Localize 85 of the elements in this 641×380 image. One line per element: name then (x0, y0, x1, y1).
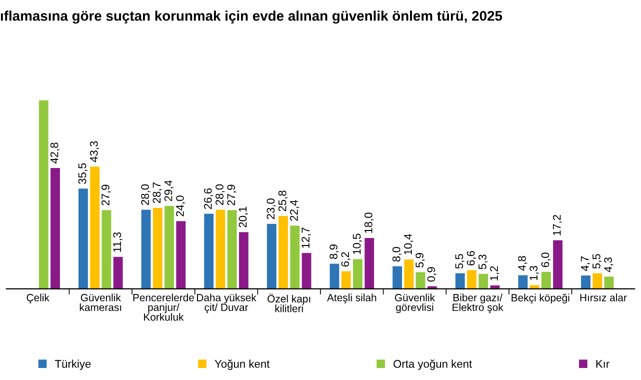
legend-label: Kır (596, 360, 610, 368)
bar (204, 214, 214, 289)
data-label: 27,9 (102, 184, 111, 206)
bar (581, 276, 590, 289)
bar (302, 252, 312, 289)
bar (102, 210, 112, 289)
data-label: 20,1 (238, 206, 248, 228)
bar (341, 271, 351, 289)
data-label: 11,3 (113, 232, 122, 252)
data-label: 28,0 (216, 184, 225, 206)
bar (238, 232, 248, 289)
data-label: 4,3 (604, 257, 614, 272)
bar (227, 210, 237, 289)
bar (553, 240, 563, 289)
data-label: 5,3 (478, 254, 488, 270)
bar (164, 206, 174, 289)
x-tick-label: Çelik (26, 294, 50, 304)
data-label: 43,3 (90, 141, 100, 162)
data-label: 35,5 (78, 163, 88, 184)
bar (216, 210, 226, 289)
bar (176, 221, 186, 289)
x-tick-label: Güvenlik görevlisi (394, 294, 436, 314)
data-label: 1,3 (530, 266, 539, 280)
data-label: 0,9 (427, 267, 436, 282)
bar (353, 259, 362, 289)
data-label: 4,8 (518, 256, 528, 271)
data-label: 6,2 (341, 252, 350, 267)
bar (455, 273, 465, 289)
legend-label: Orta yoğun kent (394, 360, 472, 370)
bar (364, 238, 374, 289)
x-tick-label: Pencerelerde panjur/ Korkuluk (133, 294, 194, 321)
data-label: 22,4 (290, 200, 300, 221)
data-label: 1,2 (490, 266, 500, 280)
bar (592, 273, 602, 289)
bar (290, 226, 300, 289)
legend-label: Yoğun kent (214, 360, 270, 370)
bar (467, 270, 476, 289)
data-label: 4,7 (580, 256, 590, 272)
data-label: 24,0 (176, 196, 186, 216)
data-label: 6,6 (466, 250, 476, 266)
bar (404, 259, 414, 289)
bar (392, 266, 402, 289)
bar (604, 276, 614, 289)
data-label: 27,9 (227, 184, 236, 206)
chart-title: ıflamasına göre suçtan korunmak için evde alınan güvenlik önlem türü, 2025 (0, 10, 502, 24)
x-tick-label: Biber gazı/ Elektro şok (452, 294, 504, 314)
data-label: 6,0 (541, 252, 550, 268)
bar (141, 210, 151, 289)
bar (518, 275, 528, 289)
x-tick-label: Ateşli silah (327, 294, 376, 304)
bar (541, 272, 551, 289)
data-label: 26,6 (204, 188, 214, 209)
data-label: 28,0 (141, 184, 150, 206)
data-label: 5,9 (416, 253, 425, 268)
data-label: 5,5 (455, 254, 464, 269)
bar (78, 188, 88, 289)
x-tick-label: Özel kapı kilitleri (268, 294, 310, 312)
bar (38, 100, 48, 289)
x-tick-label: Bekçi köpeği (512, 294, 570, 304)
data-label: 8,0 (392, 246, 402, 262)
data-label: 18,0 (364, 212, 374, 233)
data-label: 29,4 (164, 180, 174, 202)
data-label: 12,7 (302, 228, 311, 248)
x-tick-label: Daha yüksek çit/ Duvar (197, 294, 256, 314)
data-label: 42,8 (50, 142, 60, 164)
data-label: 10,5 (352, 234, 362, 254)
bar (278, 216, 288, 289)
x-tick-label: Hırsız alar (580, 294, 627, 302)
data-label: 10,4 (404, 234, 414, 254)
data-label: 28,7 (152, 182, 162, 204)
data-label: 23,0 (266, 198, 276, 220)
bar (416, 272, 426, 289)
bar (478, 274, 488, 289)
data-label: 25,8 (278, 190, 288, 212)
data-label: 5,5 (592, 254, 602, 269)
bar (152, 208, 162, 289)
bar (50, 168, 60, 289)
data-label: 8,9 (330, 244, 339, 259)
legend-label: Türkiye (54, 360, 91, 370)
bar (266, 224, 276, 289)
bar (90, 166, 100, 289)
bar (330, 264, 340, 289)
data-label: 17,2 (552, 214, 562, 236)
x-tick-label: Güvenlik kamerası (80, 294, 122, 312)
bar (113, 256, 123, 289)
